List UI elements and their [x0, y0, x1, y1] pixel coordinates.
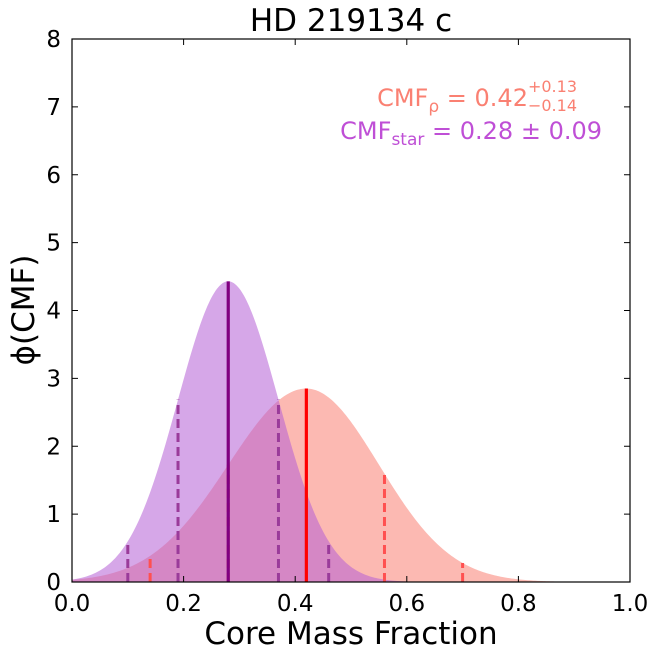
sigma-lines: [126, 281, 465, 582]
y-tick-label: 2: [46, 434, 61, 460]
distribution-fills: [72, 281, 630, 582]
annotation-rho-upper: +0.13: [528, 77, 577, 96]
density-area-star: [72, 281, 630, 582]
annotation-cmf-rho-lower: −0.14: [528, 96, 577, 115]
y-tick-label: 4: [46, 299, 61, 325]
y-tick-label: 8: [46, 27, 61, 53]
y-tick-label: 3: [46, 366, 61, 392]
y-tick-label: 7: [46, 95, 61, 121]
x-axis-title: Core Mass Fraction: [204, 616, 497, 652]
annotation-cmf-star: CMFstar = 0.28 ± 0.09: [340, 117, 602, 150]
y-tick-label: 0: [46, 570, 61, 596]
x-tick-label: 1.0: [612, 591, 649, 617]
x-tick-label: 0.0: [54, 591, 91, 617]
y-tick-label: 6: [46, 163, 61, 189]
annotation-star-prefix: CMF: [340, 117, 391, 145]
annotation-rho-value: = 0.42: [439, 84, 528, 112]
y-axis-ticks: 0 1 2 3 4 5 6 7 8: [46, 27, 630, 596]
y-tick-label: 5: [46, 231, 61, 257]
annotation-rho-subscript: ρ: [428, 97, 439, 117]
annotation-rho-prefix: CMF: [377, 84, 428, 112]
annotation-star-value: = 0.28 ± 0.09: [424, 117, 602, 145]
x-tick-label: 0.8: [500, 591, 537, 617]
chart-title: HD 219134 c: [250, 3, 452, 39]
x-tick-label: 0.4: [277, 591, 314, 617]
annotation-cmf-rho: CMFρ = 0.42+0.13: [377, 77, 577, 117]
x-axis-ticks: 0.0 0.2 0.4 0.6 0.8 1.0: [54, 39, 649, 617]
y-tick-label: 1: [46, 502, 61, 528]
y-axis-title: ϕ(CMF): [6, 255, 42, 366]
x-tick-label: 0.6: [389, 591, 426, 617]
x-tick-label: 0.2: [165, 591, 202, 617]
annotation-star-subscript: star: [391, 130, 424, 150]
